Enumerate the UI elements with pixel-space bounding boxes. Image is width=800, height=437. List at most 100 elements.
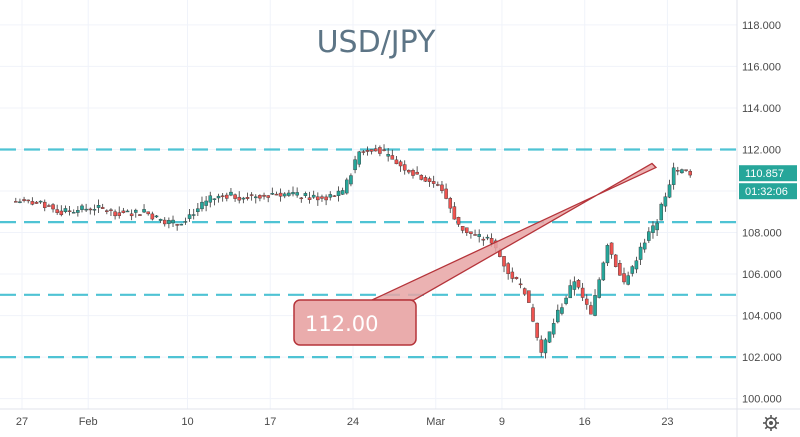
candle [63,205,68,214]
candle [146,211,150,216]
candle [601,261,606,282]
candle-body [295,192,299,196]
candle-body [183,221,188,223]
candle [613,253,618,268]
candle [55,204,59,215]
candle [589,301,593,315]
candle-body [18,201,22,203]
candle [80,203,84,213]
candle-body [191,214,196,216]
candle-body [584,298,589,305]
candle [514,276,519,280]
candle [233,193,237,202]
price-axis[interactable]: 118.000116.000114.000112.000110.000108.0… [742,20,782,406]
candle [47,203,51,207]
candle [663,192,668,212]
candle-body [556,309,560,323]
candle-body [291,192,295,195]
candle [38,200,43,204]
candle-body [365,149,370,152]
time-axis[interactable]: 27 Feb 10 17 24 Mar 9 16 23 [16,416,674,428]
candle-body [469,231,473,234]
settings-gear-icon[interactable] [763,415,779,431]
candle-body [601,262,606,281]
candle [324,194,328,206]
candle [460,226,465,234]
candle [448,196,453,214]
candle [295,187,299,198]
candle-body [278,192,283,197]
candle [42,199,47,212]
candle-body [618,263,622,276]
time-tick-label: Mar [426,416,445,428]
candle-body [200,201,204,210]
candle-body [597,279,601,298]
candle-body [547,331,552,343]
candle-body [427,178,432,182]
candle-body [167,220,171,224]
candle-body [117,212,122,216]
candle [113,209,117,220]
candle [237,191,241,204]
candle [287,189,291,197]
candle [262,192,266,200]
price-callout[interactable]: 112.00 [293,162,658,346]
candle-body [42,201,47,208]
grid [0,0,737,409]
candle [303,191,308,198]
candle [390,149,395,160]
candle [208,191,213,208]
candle-body [671,167,676,185]
candle [299,196,304,203]
price-tick-label: 106.000 [742,269,782,281]
candle-body [456,216,461,225]
candle-body [465,227,469,233]
candle [398,159,403,172]
candle-body [299,197,304,200]
candle-body [96,205,101,208]
candle-body [630,266,635,274]
candle-body [485,236,490,239]
candle-body [320,196,324,199]
candle [469,231,473,239]
candle [100,203,105,209]
candle-body [419,174,424,180]
candle [175,223,179,231]
candle [423,175,428,182]
candle-body [175,224,179,226]
candle [229,188,233,197]
candle-body [55,209,59,213]
candle-body [71,212,76,214]
candle-body [142,209,146,213]
candle [386,148,390,162]
candle [225,192,229,202]
candle [638,242,643,265]
candle-body [245,197,250,199]
candle [187,208,192,222]
candle [373,144,378,152]
price-tick-label: 118.000 [742,20,781,32]
candle [539,335,544,357]
candle [465,227,469,236]
candle-body [572,281,577,290]
candle [167,217,171,229]
candle-body [407,169,411,173]
candle-body [282,193,287,197]
candle-body [237,196,241,201]
candle [18,198,22,204]
candle-body [622,273,626,283]
candle-body [258,195,262,199]
candle [407,169,411,175]
candle-body [655,222,659,231]
candle-body [423,177,428,182]
candle-body [609,242,614,255]
candle-body [34,201,39,204]
candle-body [332,195,337,197]
candle-body [253,196,258,199]
candle-body [539,339,544,353]
candle-body [125,210,130,213]
candle-body [146,211,150,215]
time-tick-label: 17 [264,416,276,428]
candle-body [349,175,353,185]
